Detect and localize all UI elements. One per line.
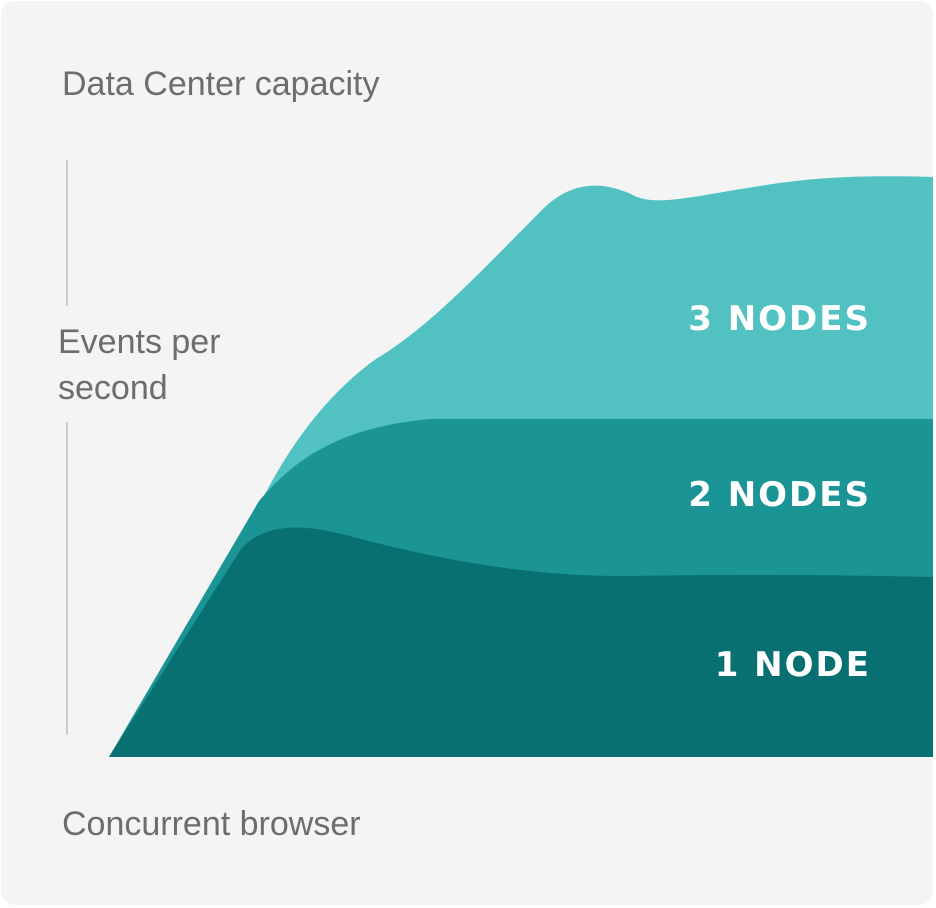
x-axis-label: Concurrent browser [62, 805, 361, 843]
area-1-node [109, 527, 933, 757]
y-axis-label: Events per second [58, 323, 221, 407]
y-axis-line-upper [66, 160, 68, 306]
chart-title: Data Center capacity [62, 65, 380, 103]
series-label-3-nodes: 3 NODES [688, 299, 871, 339]
series-label-2-nodes: 2 NODES [688, 475, 871, 515]
y-axis-line-lower [66, 422, 68, 735]
series-label-1-node: 1 NODE [714, 645, 871, 685]
